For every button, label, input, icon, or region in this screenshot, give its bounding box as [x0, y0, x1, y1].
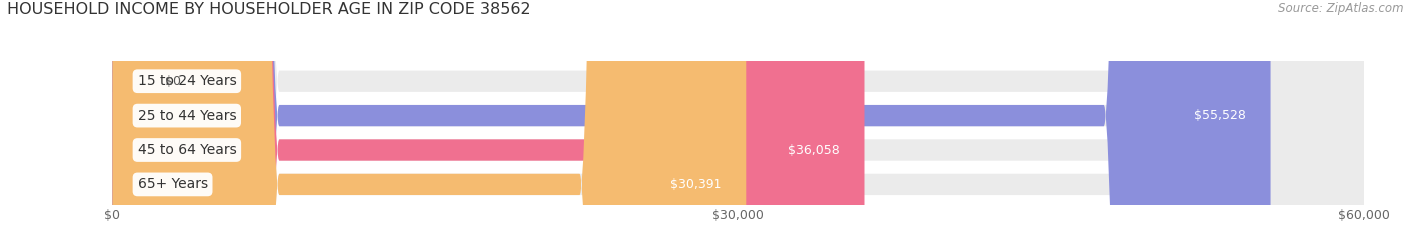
Text: 25 to 44 Years: 25 to 44 Years	[138, 109, 236, 123]
FancyBboxPatch shape	[112, 0, 129, 233]
FancyBboxPatch shape	[112, 0, 1364, 233]
FancyBboxPatch shape	[112, 0, 747, 233]
Text: 15 to 24 Years: 15 to 24 Years	[138, 74, 236, 88]
Text: $0: $0	[165, 75, 180, 88]
Text: $30,391: $30,391	[669, 178, 721, 191]
FancyBboxPatch shape	[112, 0, 1364, 233]
FancyBboxPatch shape	[112, 0, 1364, 233]
FancyBboxPatch shape	[112, 0, 865, 233]
Text: HOUSEHOLD INCOME BY HOUSEHOLDER AGE IN ZIP CODE 38562: HOUSEHOLD INCOME BY HOUSEHOLDER AGE IN Z…	[7, 2, 530, 17]
Text: Source: ZipAtlas.com: Source: ZipAtlas.com	[1278, 2, 1403, 15]
Text: 65+ Years: 65+ Years	[138, 177, 208, 191]
FancyBboxPatch shape	[112, 0, 1364, 233]
Text: $36,058: $36,058	[787, 144, 839, 157]
Text: 45 to 64 Years: 45 to 64 Years	[138, 143, 236, 157]
FancyBboxPatch shape	[112, 0, 1271, 233]
Text: $55,528: $55,528	[1194, 109, 1246, 122]
